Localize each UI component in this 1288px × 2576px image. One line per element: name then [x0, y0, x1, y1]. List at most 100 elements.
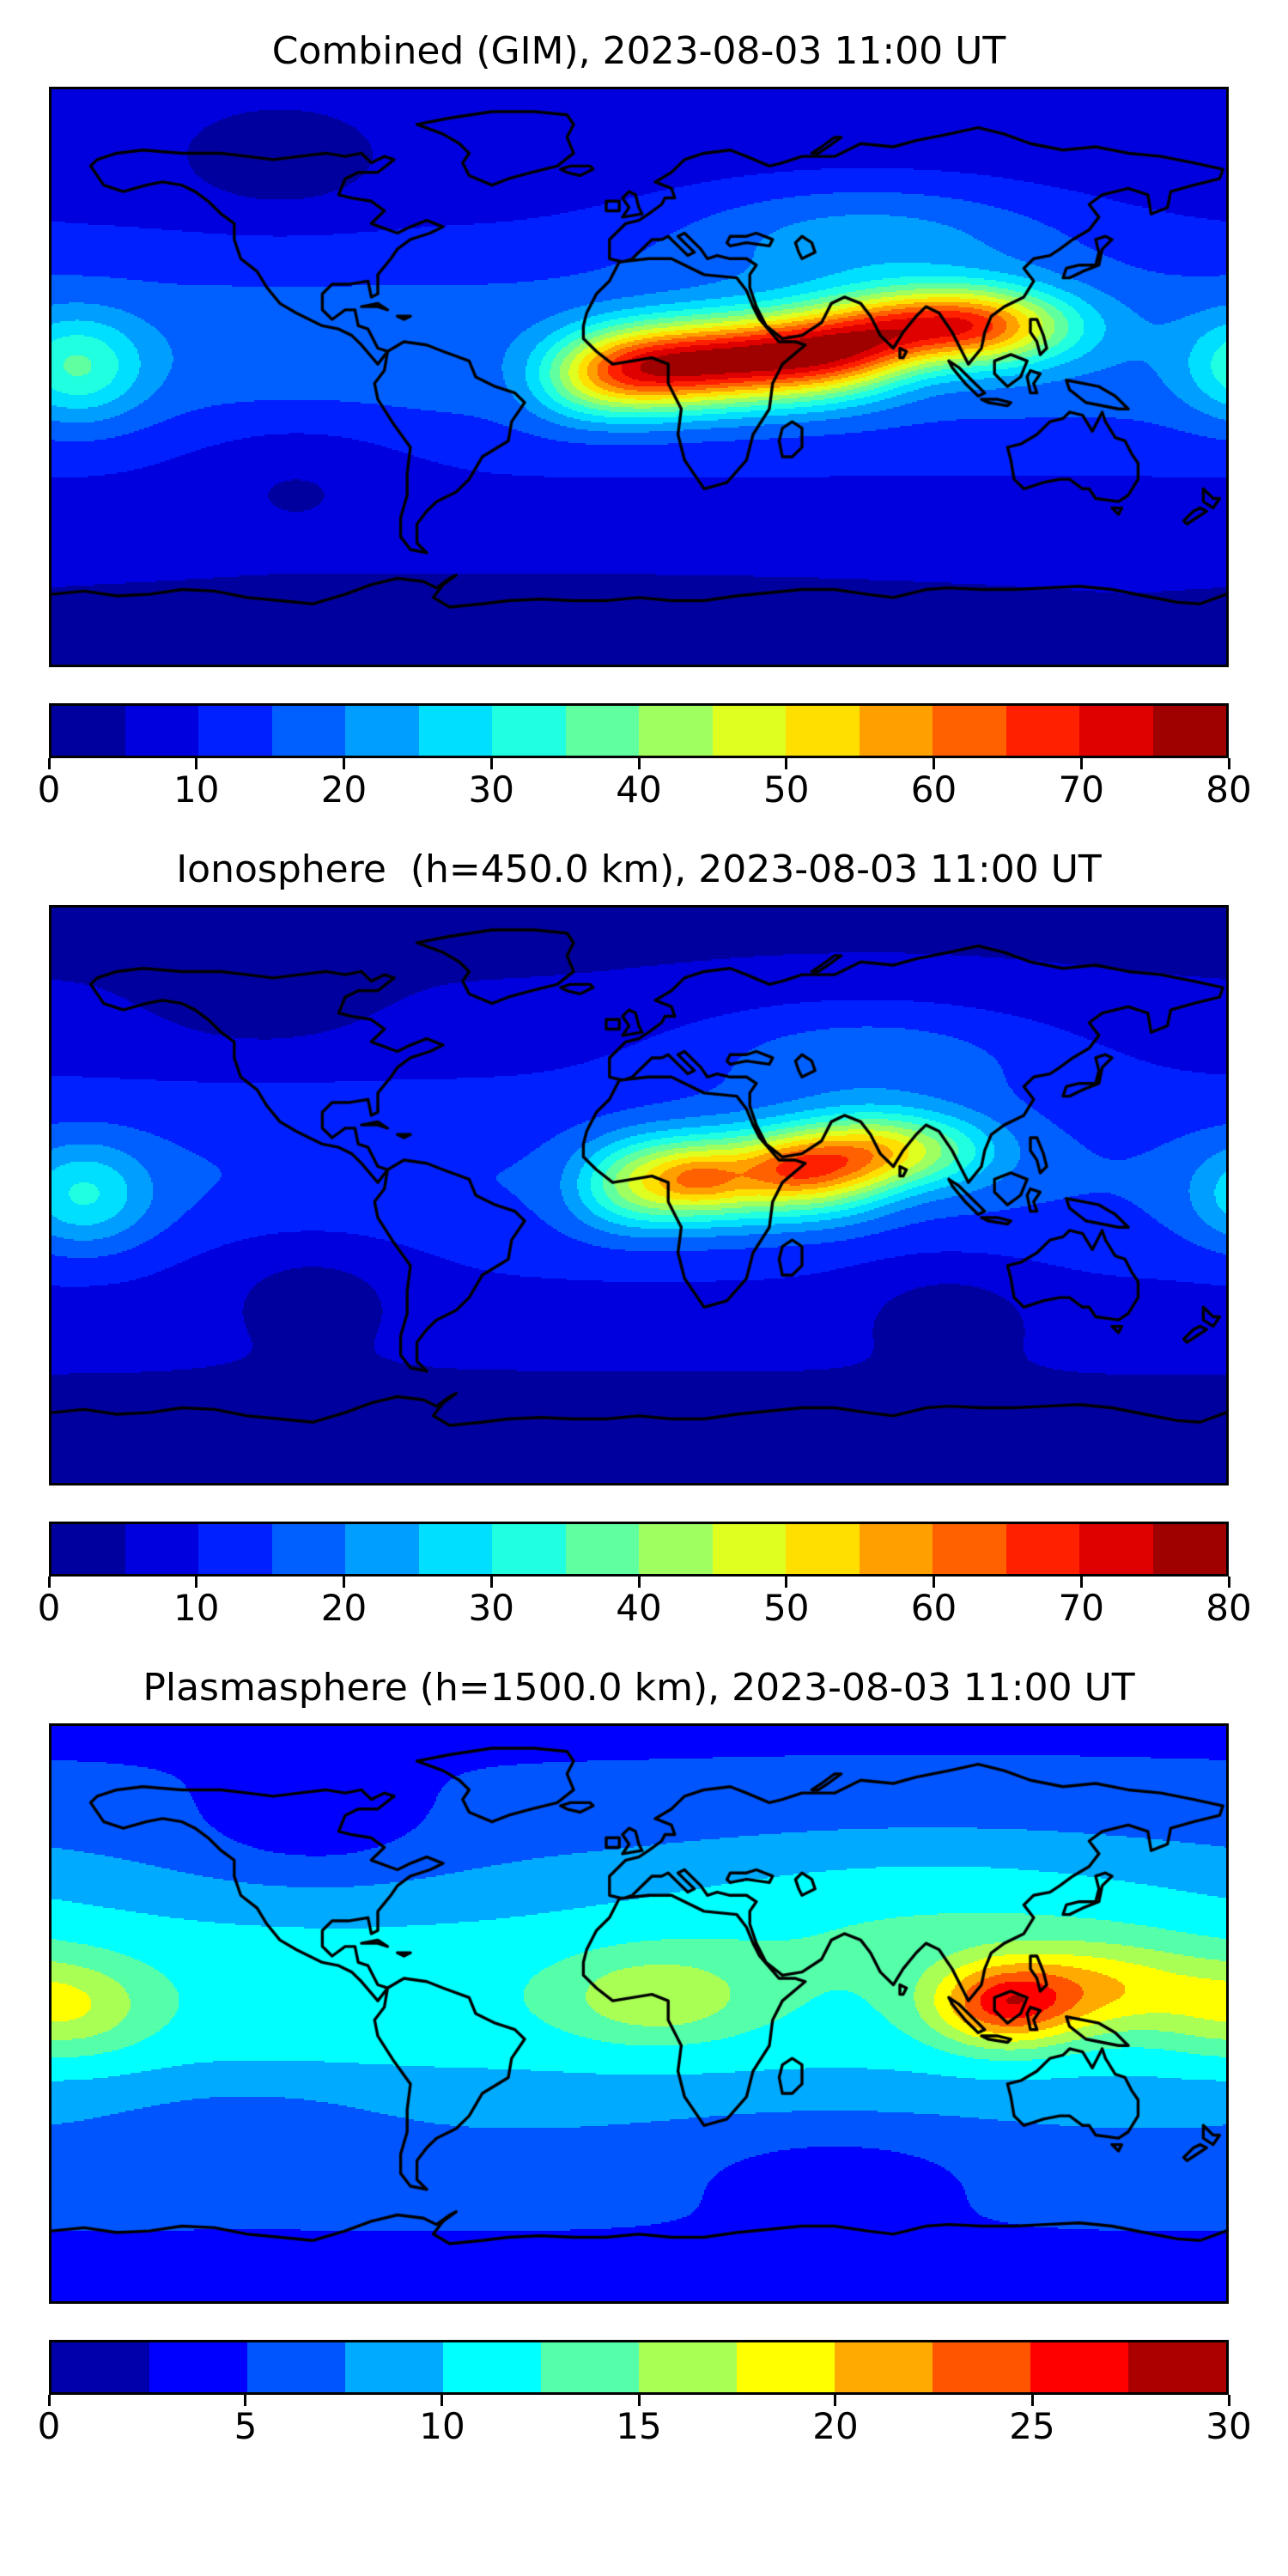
colorbar-tick-label: 20 [812, 2405, 859, 2447]
colorbar-segment [271, 1524, 345, 1574]
colorbar-tick-label: 5 [234, 2405, 258, 2447]
colorbar-tick-mark [489, 758, 493, 769]
colorbar-tick-mark [933, 1577, 935, 1588]
colorbar-tick-label: 40 [616, 769, 662, 811]
colorbar-segment [492, 706, 566, 756]
colorbar-tick-label: 80 [1206, 769, 1252, 811]
colorbar-tick-label: 30 [468, 769, 514, 811]
colorbar-segment [541, 2342, 639, 2392]
colorbar-tick-label: 10 [173, 1587, 220, 1629]
figure-root: Combined (GIM), 2023-08-03 11:00 UT 0 10 2… [38, 29, 1252, 2450]
colorbar-tick-label: 60 [910, 1587, 957, 1629]
colorbar-tick-mark [47, 1577, 51, 1588]
colorbar-tick-label: 10 [173, 769, 220, 811]
tec-map-ionosphere [49, 905, 1229, 1485]
colorbar-segment [1005, 706, 1079, 756]
colorbar-tick-mark [343, 758, 345, 769]
colorbar-ticks: 0 10 20 30 40 50 60 70 80 [38, 1577, 1252, 1631]
colorbar-segment [247, 2342, 345, 2392]
colorbar-tick-mark [195, 1577, 198, 1588]
colorbar-ticks: 0 5 10 15 20 25 30 [38, 2395, 1252, 2450]
colorbar-segment [786, 706, 860, 756]
colorbar-segment [835, 2342, 933, 2392]
coastline-canvas [52, 1726, 1226, 2301]
colorbar-segment [1128, 2342, 1226, 2392]
colorbar-segment [639, 706, 713, 756]
colorbar-segment [1079, 1524, 1153, 1574]
colorbar-segment [149, 2342, 247, 2392]
colorbar-segment [418, 706, 492, 756]
colorbar-tick-label: 10 [419, 2405, 465, 2447]
colorbar-segment [1079, 706, 1153, 756]
colorbar-segment [639, 1524, 713, 1574]
colorbar-tick-label: 25 [1009, 2405, 1055, 2447]
colorbar-tick-mark [785, 758, 788, 769]
panel-combined-gim: Combined (GIM), 2023-08-03 11:00 UT 0 10 2… [38, 29, 1252, 813]
colorbar-tick-mark [834, 2395, 837, 2406]
colorbar-segment [443, 2342, 541, 2392]
colorbar-segment [1152, 1524, 1226, 1574]
coastline-canvas [52, 89, 1226, 665]
colorbar-segment [933, 706, 1006, 756]
colorbar-tick-label: 60 [910, 769, 957, 811]
colorbar [49, 2340, 1229, 2395]
colorbar-tick-mark [637, 2395, 641, 2406]
colorbar-segment [859, 706, 933, 756]
colorbar-segment [1152, 706, 1226, 756]
colorbar-segment [198, 1524, 272, 1574]
coastline-canvas [52, 908, 1226, 1483]
colorbar-segment [125, 1524, 198, 1574]
colorbar-tick-label: 70 [1058, 1587, 1104, 1629]
colorbar-tick-mark [637, 1577, 641, 1588]
colorbar-tick-mark [785, 1577, 788, 1588]
colorbar-segment [52, 2342, 149, 2392]
colorbar-segment [712, 706, 786, 756]
colorbar-tick-mark [47, 2395, 51, 2406]
colorbar-tick-label: 0 [37, 1587, 61, 1629]
colorbar-segment [198, 706, 272, 756]
colorbar-tick-label: 30 [468, 1587, 514, 1629]
colorbar-segment [1005, 1524, 1079, 1574]
panel-title: Combined (GIM), 2023-08-03 11:00 UT [271, 29, 1006, 73]
panel-title: Ionosphere (h=450.0 km), 2023-08-03 11:0… [176, 848, 1102, 891]
colorbar-tick-mark [1227, 2395, 1230, 2406]
colorbar-tick-label: 50 [763, 769, 810, 811]
colorbar-tick-label: 20 [320, 1587, 368, 1629]
panel-title: Plasmasphere (h=1500.0 km), 2023-08-03 1… [143, 1666, 1135, 1710]
colorbar-segment [345, 706, 419, 756]
colorbar-segment [933, 2342, 1030, 2392]
colorbar-segment [52, 1524, 125, 1574]
colorbar-segment [565, 1524, 639, 1574]
colorbar-tick-mark [637, 758, 641, 769]
colorbar-tick-label: 50 [763, 1587, 810, 1629]
panel-plasmasphere: Plasmasphere (h=1500.0 km), 2023-08-03 1… [38, 1666, 1252, 2450]
colorbar-segment [712, 1524, 786, 1574]
colorbar-segment [418, 1524, 492, 1574]
colorbar-segment [492, 1524, 566, 1574]
tec-map-combined [49, 87, 1229, 667]
colorbar-ticks: 0 10 20 30 40 50 60 70 80 [38, 758, 1252, 813]
colorbar-tick-label: 0 [37, 769, 61, 811]
colorbar-tick-mark [244, 2395, 247, 2406]
colorbar-tick-mark [440, 2395, 444, 2406]
colorbar-segment [859, 1524, 933, 1574]
colorbar-segment [1030, 2342, 1128, 2392]
colorbar-segment [565, 706, 639, 756]
colorbar-segment [786, 1524, 860, 1574]
colorbar-segment [271, 706, 345, 756]
colorbar-tick-mark [195, 758, 198, 769]
colorbar-tick-label: 15 [616, 2405, 662, 2447]
tec-map-plasmasphere [49, 1723, 1229, 2304]
colorbar-segment [933, 1524, 1006, 1574]
colorbar-segment [125, 706, 198, 756]
colorbar-tick-mark [343, 1577, 345, 1588]
colorbar-tick-mark [1079, 758, 1083, 769]
panel-ionosphere: Ionosphere (h=450.0 km), 2023-08-03 11:0… [38, 848, 1252, 1631]
colorbar-segment [639, 2342, 737, 2392]
colorbar-segment [345, 1524, 419, 1574]
colorbar-tick-label: 70 [1058, 769, 1104, 811]
colorbar [49, 1522, 1229, 1577]
colorbar-tick-mark [1079, 1577, 1083, 1588]
colorbar-tick-label: 0 [37, 2405, 61, 2447]
colorbar-tick-mark [1227, 758, 1230, 769]
